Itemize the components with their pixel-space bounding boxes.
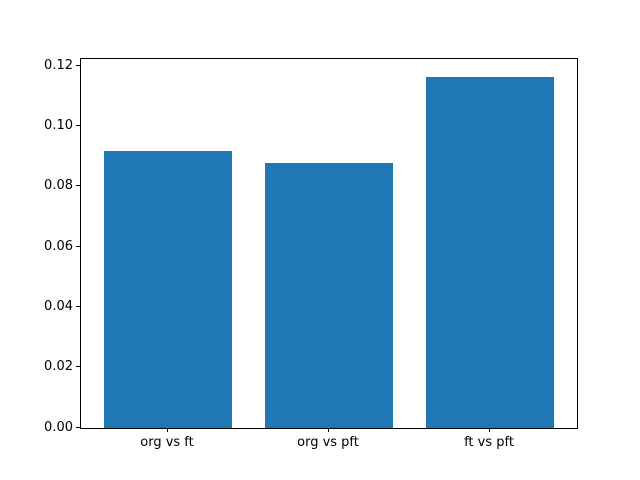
y-tick-mark (76, 426, 80, 428)
y-tick-label: 0.08 (44, 178, 73, 194)
y-tick-label: 0.10 (44, 118, 73, 133)
bar-org-vs-ft (103, 150, 233, 428)
y-tick-label: 0.02 (44, 359, 73, 375)
y-tick-mark (76, 185, 80, 187)
y-tick-mark (76, 245, 80, 247)
y-tick-mark (76, 125, 80, 126)
x-tick-mark (166, 428, 168, 432)
y-tick-label: 0.06 (44, 238, 73, 254)
x-tick-mark (488, 428, 490, 432)
x-tick-label: ft vs pft (464, 435, 514, 450)
bar-org-vs-pft (264, 163, 394, 428)
y-tick-label: 0.12 (44, 57, 73, 73)
bar-ft-vs-pft (425, 76, 555, 428)
x-tick-mark (327, 428, 329, 432)
y-tick-mark (76, 366, 80, 368)
y-tick-label: 0.04 (44, 298, 73, 314)
y-tick-mark (76, 64, 80, 66)
y-tick-label: 0.00 (44, 419, 73, 435)
x-tick-label: org vs ft (140, 435, 194, 450)
y-tick-mark (76, 305, 80, 307)
plot-area (80, 58, 578, 429)
x-tick-label: org vs pft (297, 435, 359, 450)
